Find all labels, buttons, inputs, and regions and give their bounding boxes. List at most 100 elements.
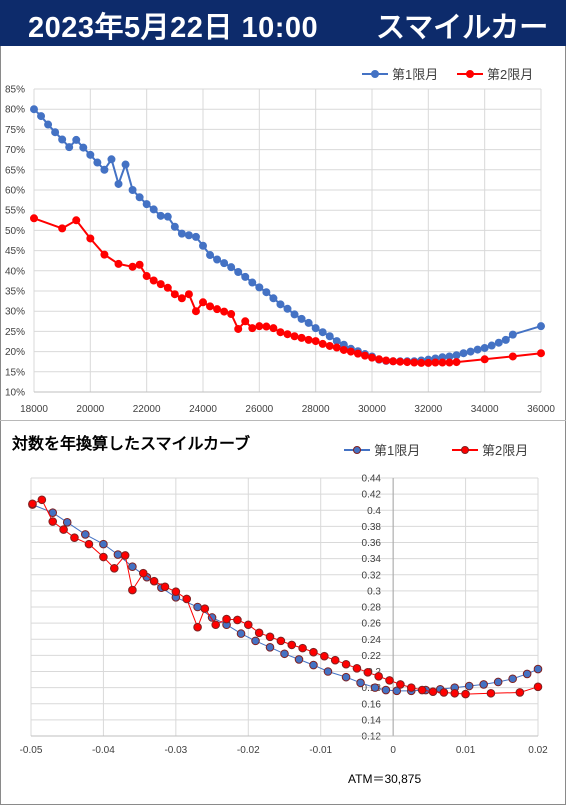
data-point: [37, 495, 47, 505]
y-tick-label: 0.2: [367, 667, 381, 678]
data-point: [339, 345, 348, 354]
data-point: [65, 143, 74, 152]
header-title: スマイルカーブ: [376, 12, 549, 86]
data-point: [44, 120, 53, 129]
data-point: [255, 283, 264, 292]
data-point: [72, 216, 81, 225]
x-tick-label: 18000: [20, 404, 48, 415]
data-point: [248, 278, 257, 287]
y-tick-label: 40%: [5, 266, 25, 277]
header-date: 2023年5月22日 10:00: [28, 12, 319, 44]
data-point: [375, 355, 384, 364]
data-point: [128, 585, 137, 595]
data-point: [486, 688, 496, 698]
data-point: [149, 205, 158, 214]
data-point: [283, 330, 292, 339]
x-tick-label: -0.03: [164, 745, 187, 756]
legend-marker: [353, 446, 361, 454]
data-point: [182, 594, 192, 604]
y-tick-label: 10%: [5, 388, 25, 399]
x-tick-label: 20000: [76, 404, 104, 415]
data-point: [452, 351, 461, 360]
data-point: [410, 358, 419, 367]
y-tick-label: 45%: [5, 246, 25, 257]
data-point: [360, 351, 369, 360]
y-tick-label: 0.3: [367, 586, 381, 597]
data-point: [220, 259, 229, 268]
y-tick-label: 30%: [5, 307, 25, 318]
data-point: [297, 314, 306, 323]
data-point: [533, 664, 543, 674]
x-tick-label: 0.02: [528, 745, 548, 756]
legend-marker: [461, 446, 469, 454]
data-point: [128, 186, 137, 194]
data-point: [170, 222, 179, 231]
data-point: [522, 669, 532, 679]
data-point: [255, 322, 264, 331]
header-banner: 2023年5月22日 10:00 スマイルカーブ: [0, 0, 566, 86]
data-point: [452, 358, 461, 367]
y-tick-label: 0.32: [362, 570, 382, 581]
data-point: [461, 689, 470, 699]
data-point: [48, 508, 58, 517]
legend-label: 第1限月: [392, 67, 438, 82]
series-line: [32, 504, 539, 692]
data-point: [184, 290, 193, 299]
series-line: [32, 499, 539, 695]
data-point: [406, 683, 416, 692]
data-point: [206, 302, 215, 311]
data-point: [287, 640, 297, 650]
data-point: [341, 672, 351, 682]
chart-log-smile-curve: 0.120.140.160.180.20.220.240.260.280.30.…: [20, 443, 549, 756]
y-tick-label: 0.44: [362, 474, 382, 485]
x-tick-label: 36000: [527, 404, 555, 415]
data-point: [309, 647, 318, 657]
y-tick-label: 80%: [5, 105, 25, 116]
data-point: [417, 685, 427, 695]
data-point: [262, 322, 271, 331]
data-point: [59, 525, 68, 534]
data-point: [213, 255, 222, 264]
data-point: [120, 551, 130, 560]
data-point: [445, 358, 454, 367]
data-point: [199, 241, 207, 250]
data-point: [466, 347, 475, 356]
data-point: [86, 150, 95, 159]
data-point: [113, 550, 123, 559]
data-point: [318, 328, 327, 337]
data-point: [114, 179, 123, 188]
data-point: [211, 620, 220, 630]
data-point: [515, 688, 525, 697]
data-point: [234, 268, 243, 277]
y-tick-label: 0.36: [362, 538, 382, 549]
data-point: [114, 259, 123, 268]
data-point: [392, 686, 402, 696]
legend-label: 第1限月: [374, 443, 420, 458]
y-tick-label: 0.24: [362, 635, 382, 646]
data-point: [304, 318, 313, 327]
data-point: [30, 214, 38, 223]
data-point: [396, 680, 405, 689]
data-point: [160, 582, 170, 592]
data-point: [149, 276, 158, 285]
data-point: [431, 358, 440, 367]
y-tick-label: 0.16: [362, 699, 382, 710]
chart-separator: [0, 420, 566, 421]
data-point: [100, 250, 109, 259]
y-tick-label: 20%: [5, 347, 25, 358]
data-point: [58, 135, 67, 144]
data-point: [537, 349, 545, 358]
data-point: [439, 688, 449, 697]
x-tick-label: 0.01: [456, 745, 476, 756]
data-point: [374, 672, 383, 681]
data-point: [79, 143, 88, 152]
data-point: [84, 539, 94, 549]
data-point: [311, 324, 320, 333]
y-tick-label: 55%: [5, 206, 25, 217]
data-point: [227, 263, 236, 272]
data-point: [171, 587, 181, 596]
data-point: [501, 335, 510, 344]
x-tick-label: 26000: [245, 404, 273, 415]
data-point: [51, 128, 60, 137]
y-tick-label: 0.26: [362, 619, 382, 630]
